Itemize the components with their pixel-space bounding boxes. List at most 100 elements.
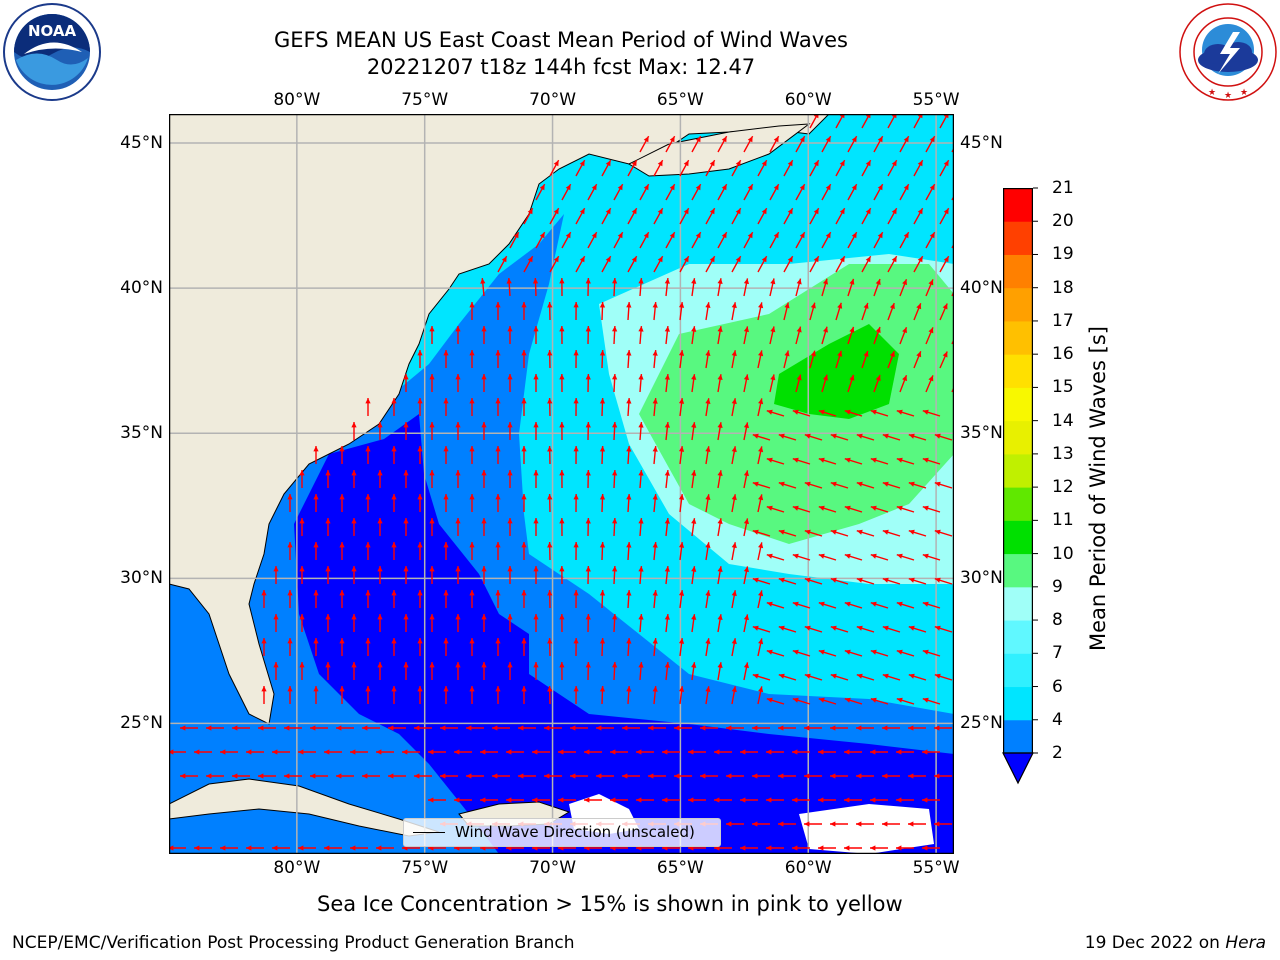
wave-direction-arrow [365, 494, 371, 512]
colorbar-segment [1003, 420, 1033, 455]
wave-direction-arrow [818, 553, 837, 561]
wave-direction-arrow [795, 183, 806, 201]
wave-direction-arrow [714, 797, 732, 803]
wave-direction-arrow [717, 614, 723, 633]
wave-direction-arrow [922, 749, 940, 755]
footer-machine: Hera [1225, 933, 1266, 953]
wave-direction-arrow [678, 590, 685, 609]
wave-direction-arrow [856, 773, 874, 779]
wave-direction-arrow [626, 589, 632, 609]
colorbar-segment [1003, 553, 1033, 588]
wave-direction-arrow [688, 797, 706, 803]
wave-direction-arrow [365, 638, 371, 656]
wave-direction-arrow [455, 326, 461, 344]
colorbar-segment [1003, 487, 1033, 521]
legend-line-swatch [413, 832, 445, 833]
wave-direction-arrow [417, 494, 423, 512]
wave-direction-arrow [403, 518, 409, 536]
wave-direction-arrow [648, 725, 666, 731]
wave-direction-arrow [665, 183, 676, 201]
wave-direction-arrow [731, 207, 742, 225]
wave-direction-arrow [766, 749, 784, 755]
wave-direction-arrow [533, 566, 539, 584]
wave-direction-arrow [757, 159, 768, 177]
wave-direction-arrow [492, 725, 510, 731]
wave-direction-arrow [653, 207, 664, 225]
wave-direction-arrow [351, 422, 357, 440]
wave-direction-arrow [495, 350, 501, 368]
wave-direction-arrow [638, 662, 644, 681]
wave-direction-arrow [717, 231, 728, 249]
wave-direction-arrow [559, 277, 565, 297]
wave-direction-arrow [818, 601, 837, 609]
wave-direction-arrow [830, 725, 848, 731]
wave-direction-arrow [752, 625, 771, 633]
wave-direction-arrow [481, 566, 487, 584]
wave-direction-arrow [388, 725, 406, 731]
wave-direction-arrow [622, 725, 640, 731]
colorbar-segment [1003, 586, 1033, 621]
wave-direction-arrow [731, 159, 742, 177]
wave-direction-arrow [757, 686, 764, 705]
colorbar-segment [1003, 188, 1033, 222]
wave-direction-arrow [507, 662, 513, 680]
wave-direction-arrow [934, 773, 952, 779]
wave-direction-arrow [638, 278, 644, 297]
wave-direction-arrow [752, 725, 770, 731]
wave-direction-arrow [561, 183, 572, 201]
wave-direction-arrow [612, 469, 618, 489]
wave-direction-arrow [417, 590, 423, 608]
footer-date: 19 Dec 2022 on Hera [1085, 933, 1266, 953]
wave-direction-arrow [547, 445, 553, 465]
wave-direction-arrow [870, 749, 888, 755]
colorbar-segment [1003, 520, 1033, 555]
wave-direction-arrow [455, 374, 461, 392]
wave-direction-arrow [922, 409, 941, 417]
wave-direction-arrow [287, 686, 293, 704]
wave-direction-arrow [610, 749, 628, 755]
wave-direction-arrow [830, 481, 849, 489]
wave-direction-arrow [899, 326, 908, 345]
wave-direction-arrow [908, 481, 927, 489]
wave-direction-arrow [272, 749, 290, 755]
wave-direction-arrow [778, 433, 797, 441]
wave-direction-arrow [922, 797, 940, 803]
wave-direction-arrow [743, 470, 749, 489]
wave-direction-arrow [804, 577, 823, 585]
lon-tick-bottom: 70°W [529, 858, 577, 878]
wave-direction-arrow [830, 821, 848, 827]
wave-direction-arrow [691, 278, 697, 297]
wave-direction-arrow [547, 589, 553, 609]
wave-direction-arrow [705, 494, 711, 513]
lat-tick-left: 35°N [120, 423, 163, 444]
wave-direction-arrow [783, 302, 790, 321]
svg-text:★: ★ [1208, 88, 1216, 98]
wave-direction-arrow [792, 457, 811, 465]
wave-direction-arrow [662, 749, 680, 755]
wave-direction-arrow [743, 422, 749, 441]
wave-direction-arrow [717, 326, 723, 345]
wave-direction-arrow [674, 725, 692, 731]
wave-direction-arrow [934, 625, 953, 633]
noaa-logo-text: NOAA [28, 22, 77, 40]
wave-direction-arrow [757, 446, 764, 465]
wave-direction-arrow [549, 255, 560, 273]
wave-direction-arrow [844, 845, 862, 851]
wave-direction-arrow [639, 135, 650, 153]
wave-direction-arrow [818, 457, 837, 465]
wave-direction-arrow [455, 662, 461, 680]
wave-direction-arrow [792, 649, 811, 657]
wave-direction-arrow [639, 183, 650, 201]
wave-direction-arrow [362, 773, 380, 779]
wave-direction-arrow [194, 845, 212, 851]
wave-direction-arrow [882, 481, 901, 489]
wave-direction-arrow [830, 673, 849, 681]
wave-direction-arrow [809, 255, 820, 273]
wave-direction-arrow [844, 409, 863, 417]
wave-direction-arrow [809, 159, 820, 177]
wave-direction-arrow [481, 470, 487, 488]
wave-direction-arrow [585, 613, 591, 633]
wave-direction-arrow [547, 301, 553, 321]
wave-direction-arrow [391, 446, 397, 464]
wave-direction-arrow [469, 446, 475, 464]
